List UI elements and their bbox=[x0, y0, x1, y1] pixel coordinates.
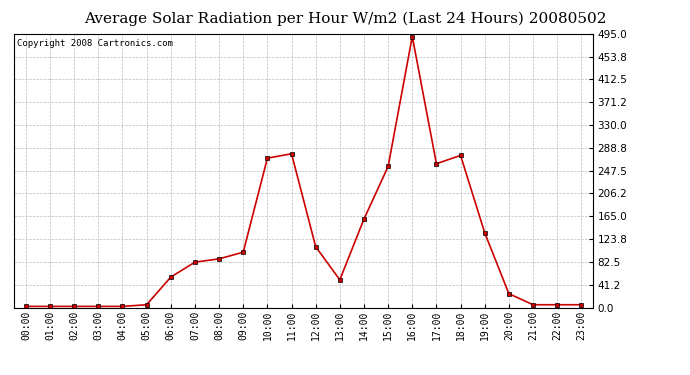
Text: Average Solar Radiation per Hour W/m2 (Last 24 Hours) 20080502: Average Solar Radiation per Hour W/m2 (L… bbox=[83, 11, 607, 26]
Text: Copyright 2008 Cartronics.com: Copyright 2008 Cartronics.com bbox=[17, 39, 172, 48]
